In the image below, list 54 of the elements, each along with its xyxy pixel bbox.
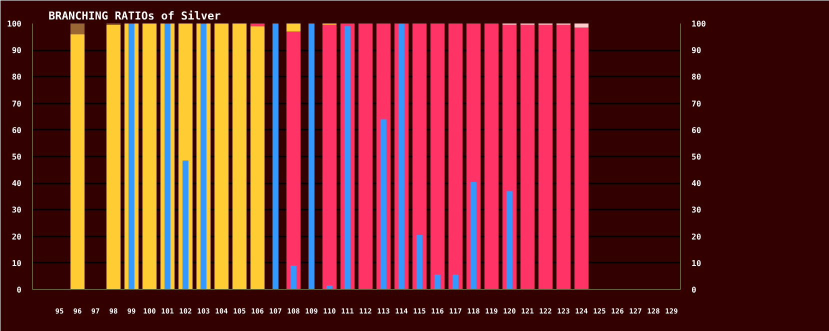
bar — [412, 24, 427, 290]
y-tick-label: 60 — [12, 126, 22, 135]
y2-tick-label: 20 — [692, 232, 702, 242]
y-tick-label: 80 — [12, 72, 22, 82]
bar — [538, 24, 553, 290]
y-tick-label: 30 — [12, 206, 22, 215]
bar — [308, 24, 314, 290]
y-tick-label: 10 — [12, 258, 22, 268]
bar — [182, 160, 188, 290]
bar — [434, 274, 440, 290]
y2-tick-label: 60 — [692, 126, 702, 135]
y-tick-label: 20 — [12, 232, 22, 242]
bar — [106, 24, 121, 290]
bar — [470, 182, 476, 290]
y-tick-label: 40 — [12, 179, 22, 188]
bar — [358, 24, 373, 290]
bar — [322, 24, 337, 290]
y2-tick-label: 30 — [692, 206, 702, 215]
bar — [574, 27, 589, 290]
bar — [250, 26, 265, 290]
y2-tick-label: 10 — [692, 258, 702, 268]
chart-title: BRANCHING RATIOs of Silver — [48, 10, 222, 22]
y2-tick-label: 50 — [692, 152, 702, 162]
bar — [250, 24, 265, 26]
y2-tick-label: 100 — [692, 20, 706, 28]
bar — [574, 24, 589, 28]
bar — [520, 24, 535, 290]
bar — [214, 24, 229, 290]
bar — [290, 266, 296, 290]
bar — [142, 24, 157, 290]
bar — [506, 191, 512, 290]
bar — [286, 24, 301, 32]
bar — [286, 31, 301, 290]
y2-tick-label: 80 — [692, 72, 702, 82]
bar — [416, 234, 422, 290]
bar — [430, 24, 445, 290]
y-tick-label: 90 — [12, 46, 22, 56]
bar — [484, 24, 499, 290]
y-tick-label: 100 — [7, 20, 22, 28]
y-tick-label: 70 — [12, 99, 22, 108]
bar — [272, 24, 278, 290]
bar — [70, 34, 85, 290]
bar — [232, 24, 247, 290]
y2-tick-label: 0 — [692, 286, 696, 294]
y2-tick-label: 70 — [692, 99, 702, 108]
y-tick-label: 50 — [12, 152, 22, 162]
bar — [448, 24, 463, 290]
y2-tick-label: 90 — [692, 46, 702, 56]
bar — [452, 274, 458, 290]
y2-tick-label: 40 — [692, 179, 702, 188]
bar — [70, 24, 85, 34]
bar — [380, 119, 386, 290]
bar — [556, 24, 571, 290]
y-tick-label: 0 — [16, 286, 22, 294]
